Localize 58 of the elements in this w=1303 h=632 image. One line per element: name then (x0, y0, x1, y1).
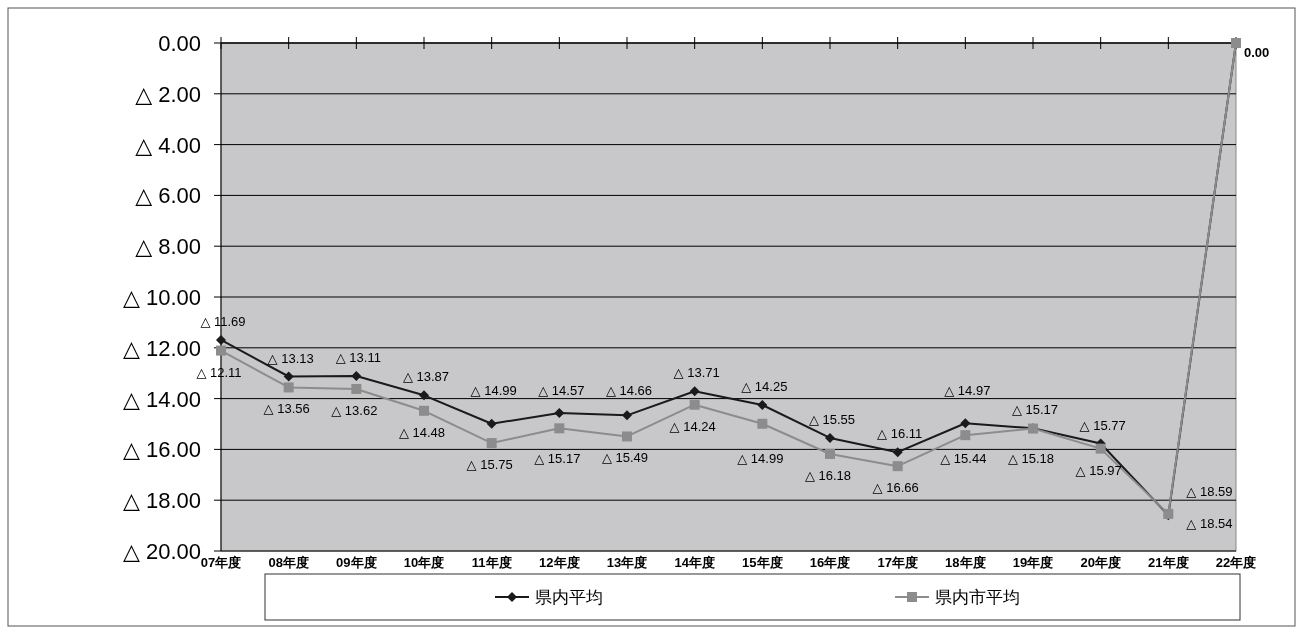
data-label: △ 14.57 (538, 382, 585, 398)
legend-label: 県内市平均 (935, 588, 1020, 607)
x-tick-label: 16年度 (809, 555, 851, 570)
data-label: △ 15.17 (1011, 402, 1059, 418)
y-tick-label: △ 4.00 (135, 132, 201, 158)
data-label: △ 15.49 (601, 450, 649, 466)
x-tick-label: 22年度 (1215, 555, 1257, 570)
data-label: △ 13.13 (267, 350, 314, 366)
data-label: △ 15.75 (466, 457, 513, 473)
data-label: △ 15.97 (1075, 462, 1122, 478)
y-tick-label: △ 18.00 (122, 488, 201, 514)
x-tick-label: 20年度 (1080, 555, 1121, 570)
data-label: △ 16.66 (872, 480, 919, 496)
x-tick-label: 08年度 (268, 555, 309, 570)
x-tick-label: 14年度 (674, 555, 715, 570)
y-tick-label: △ 10.00 (122, 285, 201, 310)
data-label: △ 15.77 (1079, 417, 1126, 433)
data-label: △ 14.97 (944, 382, 991, 398)
x-tick-label: 07年度 (200, 555, 242, 570)
x-tick-label: 21年度 (1148, 555, 1189, 570)
data-label: △ 13.56 (263, 401, 310, 417)
x-tick-label: 10年度 (403, 555, 445, 570)
x-tick-label: 18年度 (945, 555, 986, 570)
data-label: △ 14.66 (605, 382, 653, 398)
y-tick-label: △ 6.00 (135, 183, 201, 209)
y-tick-label: 0.00 (158, 31, 201, 56)
x-tick-label: 17年度 (877, 555, 918, 570)
y-tick-label: △ 16.00 (122, 437, 201, 463)
data-label: △ 16.11 (877, 426, 923, 442)
x-tick-label: 11年度 (471, 555, 512, 570)
x-tick-label: 09年度 (336, 555, 377, 570)
data-label: △ 14.99 (737, 451, 784, 467)
x-tick-label: 12年度 (539, 555, 580, 570)
data-label: △ 15.18 (1007, 451, 1055, 467)
data-label: △ 15.55 (808, 411, 856, 427)
data-label: △ 13.87 (402, 369, 450, 385)
data-label: △ 18.59 (1186, 484, 1233, 500)
data-label: △ 16.18 (804, 467, 852, 483)
data-label: △ 14.99 (470, 382, 517, 398)
y-tick-label: △ 2.00 (135, 81, 201, 107)
data-label: △ 13.11 (335, 349, 381, 365)
y-tick-label: △ 20.00 (122, 539, 201, 564)
x-tick-label: 13年度 (606, 555, 648, 570)
data-label: △ 13.62 (331, 402, 378, 418)
data-label: 0.00 (1244, 45, 1270, 60)
data-label: △ 15.17 (534, 451, 581, 467)
y-tick-label: △ 14.00 (122, 386, 201, 412)
data-label: △ 14.24 (669, 418, 716, 434)
legend-label: 県内平均 (535, 588, 603, 607)
x-tick-label: 15年度 (742, 555, 783, 570)
x-tick-label: 19年度 (1012, 555, 1054, 570)
y-tick-label: △ 12.00 (122, 335, 201, 361)
data-label: △ 13.71 (673, 365, 720, 381)
y-tick-label: △ 8.00 (135, 234, 201, 260)
data-label: △ 14.25 (741, 378, 788, 394)
data-label: △ 14.48 (398, 424, 446, 440)
data-label: △ 15.44 (940, 451, 987, 467)
data-label: △ 18.54 (1186, 515, 1233, 531)
